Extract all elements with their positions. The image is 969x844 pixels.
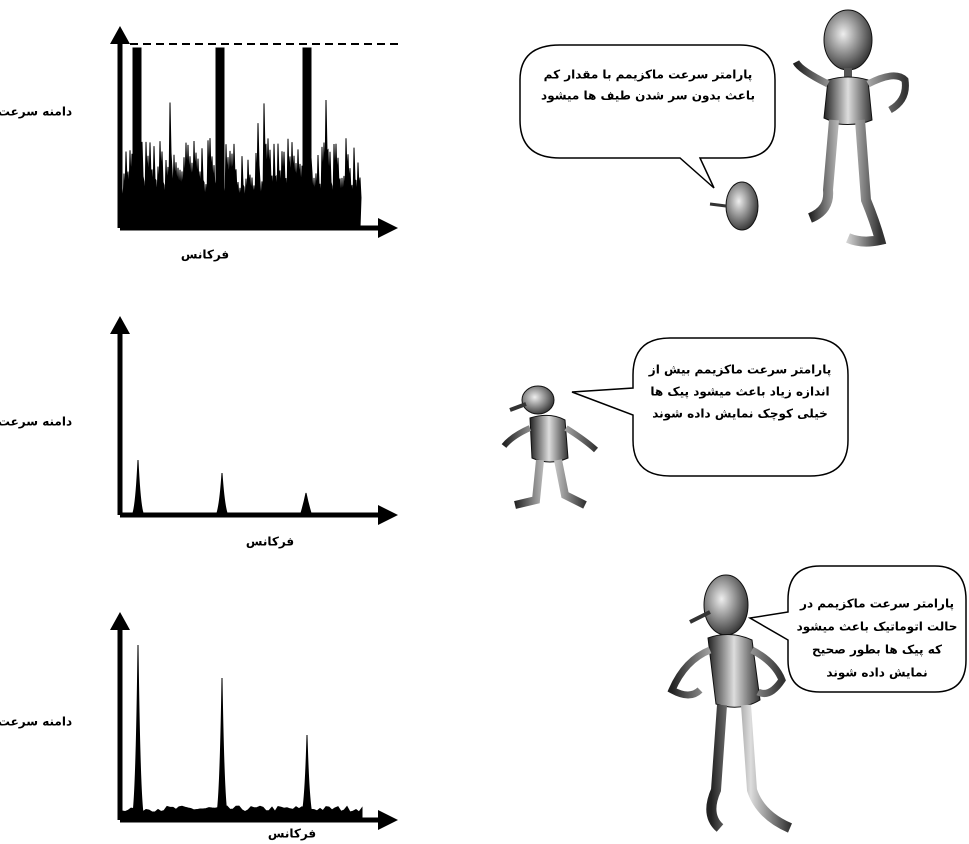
speech-bubble: پارامتر سرعت ماکزیمم با مقدار کم باعث بد…: [519, 44, 776, 189]
small-peak: [132, 459, 144, 514]
bubble-text: پارامتر سرعت ماکزیمم بیش از: [648, 363, 831, 377]
clipped-peak: [215, 47, 225, 229]
peak: [300, 734, 314, 819]
speech-bubble: پارامتر سرعت ماکزیمم بیش از اندازه زیاد …: [571, 337, 849, 477]
y-axis-label: دامنه سرعت: [0, 415, 72, 429]
peak: [131, 644, 145, 819]
speech-bubble: پارامتر سرعت ماکزیمم در حالت اتوماتیک با…: [747, 565, 967, 693]
clipped-peak: [302, 47, 312, 229]
x-axis-label: فرکانس: [268, 827, 316, 841]
small-peak: [300, 492, 312, 514]
bubble-text: باعث بدون سر شدن طیف ها میشود: [541, 89, 755, 104]
bubble-text: حالت اتوماتیک باعث میشود: [797, 620, 958, 635]
chart-2-axes: [110, 316, 398, 525]
character-small: [501, 385, 599, 509]
noise-floor: [121, 805, 363, 819]
y-axis-label: دامنه سرعت: [0, 715, 72, 729]
spectrum-1: [121, 100, 362, 229]
small-peak: [216, 472, 228, 514]
bubble-text: که پیک ها بطور صحیح: [812, 643, 942, 658]
y-axis-label: دامنه سرعت: [0, 105, 72, 119]
x-axis-label: فرکانس: [181, 248, 229, 262]
bubble-text: نمایش داده شوند: [826, 666, 927, 681]
character-small-head: [709, 181, 759, 231]
character-tall: [792, 9, 909, 247]
spectra: [121, 47, 363, 819]
clipped-peak: [132, 47, 142, 229]
character-medium: [667, 574, 793, 833]
chart-3-axes: [110, 612, 398, 830]
bubble-text: پارامتر سرعت ماکزیمم در: [799, 597, 954, 611]
peak: [215, 677, 229, 819]
x-axis-label: فرکانس: [246, 535, 294, 549]
bubble-text: خیلی کوچک نمایش داده شوند: [652, 407, 828, 422]
bubble-text: پارامتر سرعت ماکزیمم با مقدار کم: [544, 68, 753, 82]
bubble-text: اندازه زیاد باعث میشود پیک ها: [650, 385, 829, 400]
